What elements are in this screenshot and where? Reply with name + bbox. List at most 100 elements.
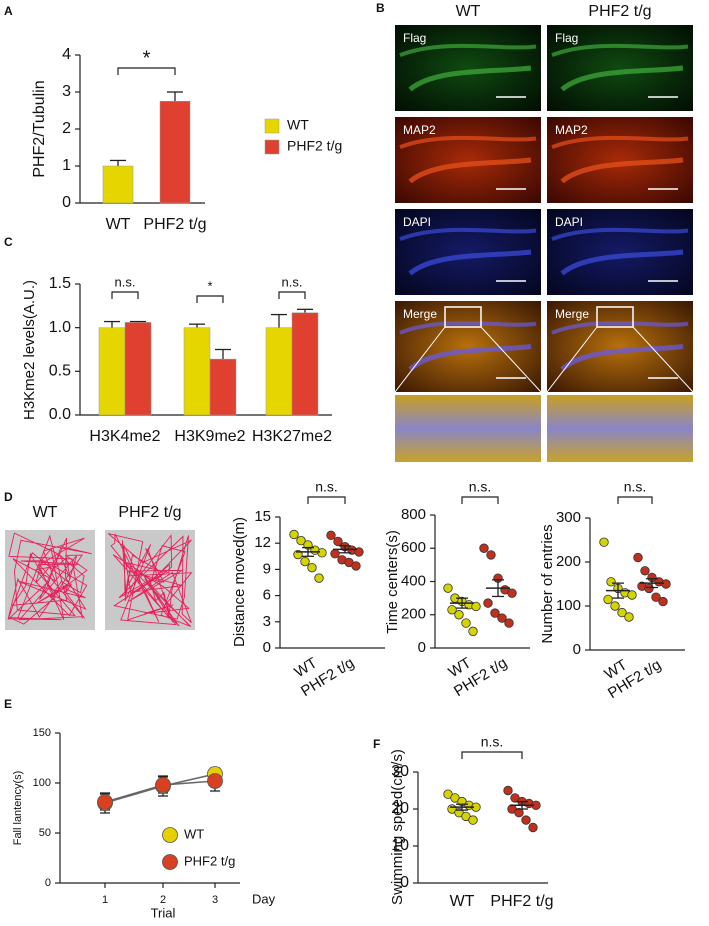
- legend-marker: [162, 827, 178, 843]
- y-tick-label: 4: [62, 46, 71, 63]
- y-tick-label: 0: [400, 874, 409, 891]
- y-axis-label: Fall lantency(s): [12, 771, 24, 846]
- data-point: [326, 530, 336, 541]
- tissue-layer: [399, 43, 537, 57]
- data-point: [504, 618, 514, 628]
- line-marker: [97, 794, 113, 810]
- legend-label: PHF2 t/g: [287, 138, 342, 154]
- y-axis-label: Time centers(s): [384, 530, 401, 634]
- zoom-box: [596, 306, 634, 328]
- data-point: [627, 590, 637, 600]
- data-point: [471, 601, 481, 612]
- data-point: [483, 598, 493, 608]
- channel-label: Merge: [555, 307, 589, 321]
- panel-letter: A: [4, 4, 13, 18]
- legend-label: WT: [184, 826, 204, 841]
- track-path: [7, 532, 92, 625]
- tissue-layer: [551, 227, 689, 241]
- y-tick-label: 0: [263, 639, 271, 656]
- y-tick-label: 0.0: [49, 406, 71, 423]
- legend-swatch: [264, 118, 280, 134]
- tissue-layer: [560, 249, 684, 276]
- y-axis-label: H3Kme2 levels(A.U.): [21, 280, 38, 420]
- legend-label: WT: [287, 117, 309, 133]
- data-point: [633, 552, 643, 563]
- x-tick-label: H3K9me2: [174, 428, 245, 445]
- significance-bracket: [117, 67, 176, 75]
- tissue-layer: [399, 321, 537, 335]
- zoom-box: [444, 306, 482, 328]
- column-header: WT: [456, 3, 481, 20]
- significance-bracket: [196, 295, 224, 303]
- bar: [209, 358, 237, 416]
- panel-letter: B: [376, 1, 385, 15]
- data-point: [640, 566, 650, 576]
- y-tick-label: 0.5: [49, 363, 71, 380]
- x-axis-label: Trial: [151, 905, 176, 920]
- tissue-layer: [408, 157, 532, 184]
- bar: [159, 101, 191, 204]
- data-point: [490, 608, 500, 618]
- x-tick-label: H3K27me2: [252, 428, 332, 445]
- data-point: [661, 579, 671, 589]
- tissue-layer: [551, 135, 689, 149]
- y-tick-label: 6: [263, 587, 271, 604]
- data-point: [514, 808, 524, 818]
- data-point: [497, 613, 507, 623]
- track-label: PHF2 t/g: [118, 504, 181, 521]
- y-axis-label: Number of entries: [539, 524, 556, 643]
- line-marker: [207, 773, 223, 789]
- data-point: [599, 537, 609, 547]
- data-point: [317, 548, 327, 558]
- data-point: [479, 543, 489, 553]
- bar: [183, 327, 211, 416]
- bar: [124, 322, 152, 416]
- significance-bracket: [307, 496, 346, 504]
- y-axis-label: PHF2/Tubulin: [31, 80, 48, 177]
- track-label: WT: [33, 504, 58, 521]
- x-tick-label: PHF2 t/g: [143, 216, 206, 233]
- channel-label: Merge: [403, 307, 437, 321]
- tissue-layer: [551, 321, 689, 335]
- zoom-micrograph: [395, 395, 541, 462]
- data-point: [296, 535, 306, 546]
- significance-bracket: [461, 751, 523, 759]
- significance-label: n.s.: [282, 274, 303, 289]
- tissue-layer: [551, 43, 689, 57]
- y-tick-label: 0: [62, 194, 71, 211]
- data-point: [461, 618, 471, 628]
- y-tick-label: 200: [556, 553, 581, 570]
- y-tick-label: 10: [391, 837, 409, 854]
- channel-label: DAPI: [555, 215, 583, 229]
- data-point: [300, 556, 310, 567]
- significance-label: n.s.: [115, 274, 136, 289]
- significance-label: n.s.: [469, 479, 492, 495]
- y-tick-label: 9: [263, 560, 271, 577]
- y-tick-label: 1: [62, 157, 71, 174]
- x-tick-label: WT: [106, 216, 131, 233]
- y-tick-label: 0: [573, 641, 581, 658]
- channel-label: MAP2: [403, 123, 436, 137]
- tissue-layer: [560, 157, 684, 184]
- zoom-guide: [632, 326, 694, 393]
- y-tick-label: 30: [391, 763, 409, 780]
- zoom-micrograph: [547, 395, 693, 462]
- y-tick-label: 100: [33, 777, 51, 789]
- x-tick-label: 3: [212, 894, 218, 906]
- tissue-layer: [399, 227, 537, 241]
- data-point: [521, 815, 531, 825]
- significance-label: *: [207, 278, 212, 293]
- data-point: [314, 573, 324, 583]
- panel-letter: F: [373, 737, 380, 751]
- y-tick-label: 300: [556, 509, 581, 526]
- x-tick-label: PHF2 t/g: [490, 893, 553, 910]
- y-tick-label: 1.0: [49, 319, 71, 336]
- data-point: [644, 583, 654, 594]
- data-point: [443, 583, 453, 593]
- x-tick-label: H3K4me2: [89, 428, 160, 445]
- data-point: [603, 594, 613, 605]
- tissue-layer: [408, 344, 532, 372]
- y-tick-label: 50: [39, 827, 51, 839]
- y-tick-label: 0: [45, 877, 51, 889]
